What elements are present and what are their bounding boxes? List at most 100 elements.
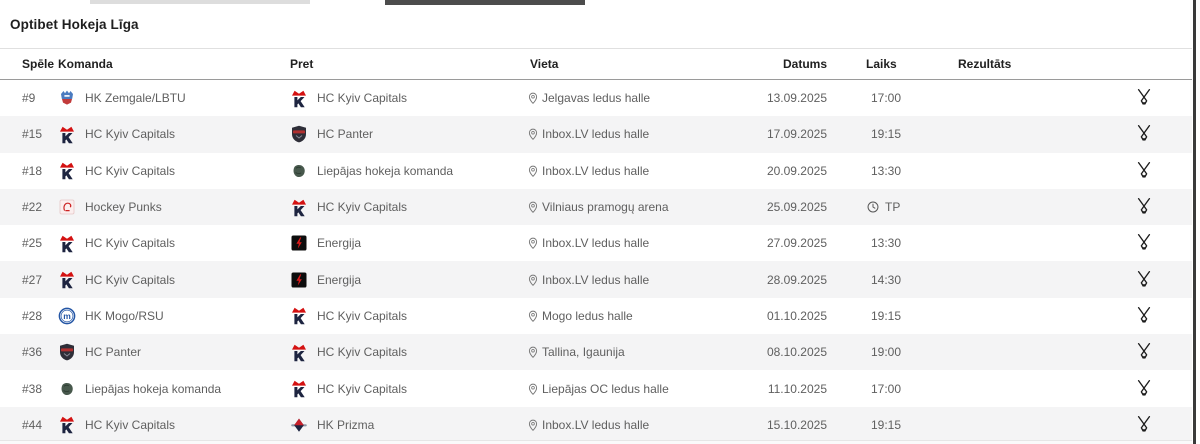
logo-liepaja-icon bbox=[58, 379, 76, 398]
venue-name: Inbox.LV ledus halle bbox=[542, 272, 650, 287]
game-number: #25 bbox=[22, 236, 43, 251]
col-header-team: Komanda bbox=[58, 57, 113, 71]
table-header-row: Spēle Komanda Pret Vieta Datums Laiks Re… bbox=[0, 49, 1192, 80]
game-date: 08.10.2025 bbox=[766, 345, 827, 360]
team-name[interactable]: HC Panter bbox=[85, 345, 142, 360]
game-time: 19:15 bbox=[871, 308, 902, 323]
logo-mogo-icon: m bbox=[58, 306, 76, 325]
table-row: #9 HK Zemgale/LBTU HC Kyiv Capitals Jelg… bbox=[0, 80, 1192, 116]
logo-kyiv-icon bbox=[58, 125, 76, 144]
logo-zemgale-icon bbox=[58, 89, 76, 108]
logo-kyiv-icon bbox=[290, 89, 308, 108]
game-date: 01.10.2025 bbox=[766, 308, 827, 323]
col-header-game: Spēle bbox=[22, 57, 55, 71]
opponent-name[interactable]: Energija bbox=[317, 272, 362, 287]
hockey-sticks-icon[interactable] bbox=[1134, 233, 1154, 253]
venue-name: Liepājas OC ledus halle bbox=[542, 381, 669, 396]
logo-energija-icon bbox=[290, 270, 308, 289]
location-pin-icon bbox=[526, 418, 540, 432]
location-pin-icon bbox=[526, 309, 540, 323]
venue-name: Tallina, Igaunija bbox=[542, 345, 625, 360]
col-header-result: Rezultāts bbox=[958, 57, 1012, 71]
game-time: TP bbox=[885, 200, 901, 215]
hockey-sticks-icon[interactable] bbox=[1134, 88, 1154, 108]
game-date: 15.10.2025 bbox=[766, 417, 827, 432]
game-number: #38 bbox=[22, 381, 43, 396]
game-date: 27.09.2025 bbox=[766, 236, 827, 251]
team-name[interactable]: HC Kyiv Capitals bbox=[85, 163, 176, 178]
col-header-opponent: Pret bbox=[290, 57, 314, 71]
table-row: #27 HC Kyiv Capitals Energija Inbox.LV l… bbox=[0, 261, 1192, 298]
game-number: #18 bbox=[22, 163, 43, 178]
team-name[interactable]: HC Kyiv Capitals bbox=[85, 272, 176, 287]
game-number: #28 bbox=[22, 308, 43, 323]
logo-kyiv-icon bbox=[290, 198, 308, 217]
logo-panter-icon bbox=[290, 125, 308, 144]
logo-kyiv-icon bbox=[290, 306, 308, 325]
logo-kyiv-icon bbox=[58, 234, 76, 253]
opponent-name[interactable]: Liepājas hokeja komanda bbox=[317, 163, 454, 178]
opponent-name[interactable]: HC Panter bbox=[317, 127, 374, 142]
hockey-sticks-icon[interactable] bbox=[1134, 197, 1154, 217]
opponent-name[interactable]: HC Kyiv Capitals bbox=[317, 345, 408, 360]
game-number: #9 bbox=[22, 91, 36, 106]
game-date: 25.09.2025 bbox=[766, 200, 827, 215]
opponent-name[interactable]: HC Kyiv Capitals bbox=[317, 91, 408, 106]
game-time: 14:30 bbox=[871, 272, 902, 287]
cutoff-tab-dark bbox=[385, 0, 585, 5]
hockey-sticks-icon[interactable] bbox=[1134, 306, 1154, 326]
venue-name: Inbox.LV ledus halle bbox=[542, 127, 650, 142]
team-name[interactable]: HC Kyiv Capitals bbox=[85, 417, 176, 432]
logo-energija-icon bbox=[290, 234, 308, 253]
venue-name: Jelgavas ledus halle bbox=[542, 91, 651, 106]
cutoff-tab-light bbox=[90, 0, 310, 4]
logo-punks-icon bbox=[58, 198, 76, 217]
location-pin-icon bbox=[526, 164, 540, 178]
opponent-name[interactable]: HC Kyiv Capitals bbox=[317, 381, 408, 396]
opponent-name[interactable]: Energija bbox=[317, 236, 362, 251]
hockey-sticks-icon[interactable] bbox=[1134, 270, 1154, 290]
team-name[interactable]: HC Kyiv Capitals bbox=[85, 127, 176, 142]
team-name[interactable]: Liepājas hokeja komanda bbox=[85, 381, 222, 396]
opponent-name[interactable]: HC Kyiv Capitals bbox=[317, 308, 408, 323]
game-date: 28.09.2025 bbox=[766, 272, 827, 287]
window-right-border bbox=[1193, 0, 1196, 444]
table-row: #22 Hockey Punks HC Kyiv Capitals Vilnia… bbox=[0, 188, 1192, 226]
opponent-name[interactable]: HC Kyiv Capitals bbox=[317, 200, 408, 215]
game-number: #44 bbox=[22, 417, 43, 432]
logo-panter-icon bbox=[58, 343, 76, 362]
game-number: #27 bbox=[22, 272, 43, 287]
venue-name: Inbox.LV ledus halle bbox=[542, 236, 650, 251]
game-time: 19:00 bbox=[871, 345, 902, 360]
venue-name: Mogo ledus halle bbox=[542, 308, 633, 323]
opponent-name[interactable]: HK Prizma bbox=[317, 417, 375, 432]
logo-kyiv-icon bbox=[290, 379, 308, 398]
team-name[interactable]: HC Kyiv Capitals bbox=[85, 236, 176, 251]
table-row: #38 Liepājas hokeja komanda HC Kyiv Capi… bbox=[0, 370, 1192, 406]
col-header-time: Laiks bbox=[866, 57, 897, 71]
logo-kyiv-icon bbox=[58, 161, 76, 180]
table-body: #9 HK Zemgale/LBTU HC Kyiv Capitals Jelg… bbox=[0, 80, 1192, 443]
logo-liepaja-icon bbox=[290, 161, 308, 180]
clock-icon bbox=[866, 200, 880, 214]
hockey-sticks-icon[interactable] bbox=[1134, 379, 1154, 399]
hockey-sticks-icon[interactable] bbox=[1134, 415, 1154, 435]
location-pin-icon bbox=[526, 236, 540, 250]
table-row: #25 HC Kyiv Capitals Energija Inbox.LV l… bbox=[0, 225, 1192, 261]
hockey-sticks-icon[interactable] bbox=[1134, 161, 1154, 181]
hockey-sticks-icon[interactable] bbox=[1134, 342, 1154, 362]
game-date: 17.09.2025 bbox=[766, 127, 827, 142]
schedule-table: Spēle Komanda Pret Vieta Datums Laiks Re… bbox=[0, 48, 1192, 443]
team-name[interactable]: Hockey Punks bbox=[85, 200, 162, 215]
table-row: #28 m HK Mogo/RSU HC Kyiv Capitals Mogo … bbox=[0, 298, 1192, 334]
team-name[interactable]: HK Zemgale/LBTU bbox=[85, 91, 186, 106]
team-name[interactable]: HK Mogo/RSU bbox=[85, 308, 164, 323]
game-time: 19:15 bbox=[871, 127, 902, 142]
game-date: 13.09.2025 bbox=[766, 91, 827, 106]
game-time: 17:00 bbox=[871, 91, 902, 106]
logo-kyiv-icon bbox=[290, 343, 308, 362]
hockey-sticks-icon[interactable] bbox=[1134, 124, 1154, 144]
game-time: 13:30 bbox=[871, 163, 902, 178]
game-number: #36 bbox=[22, 345, 43, 360]
location-pin-icon bbox=[526, 382, 540, 396]
